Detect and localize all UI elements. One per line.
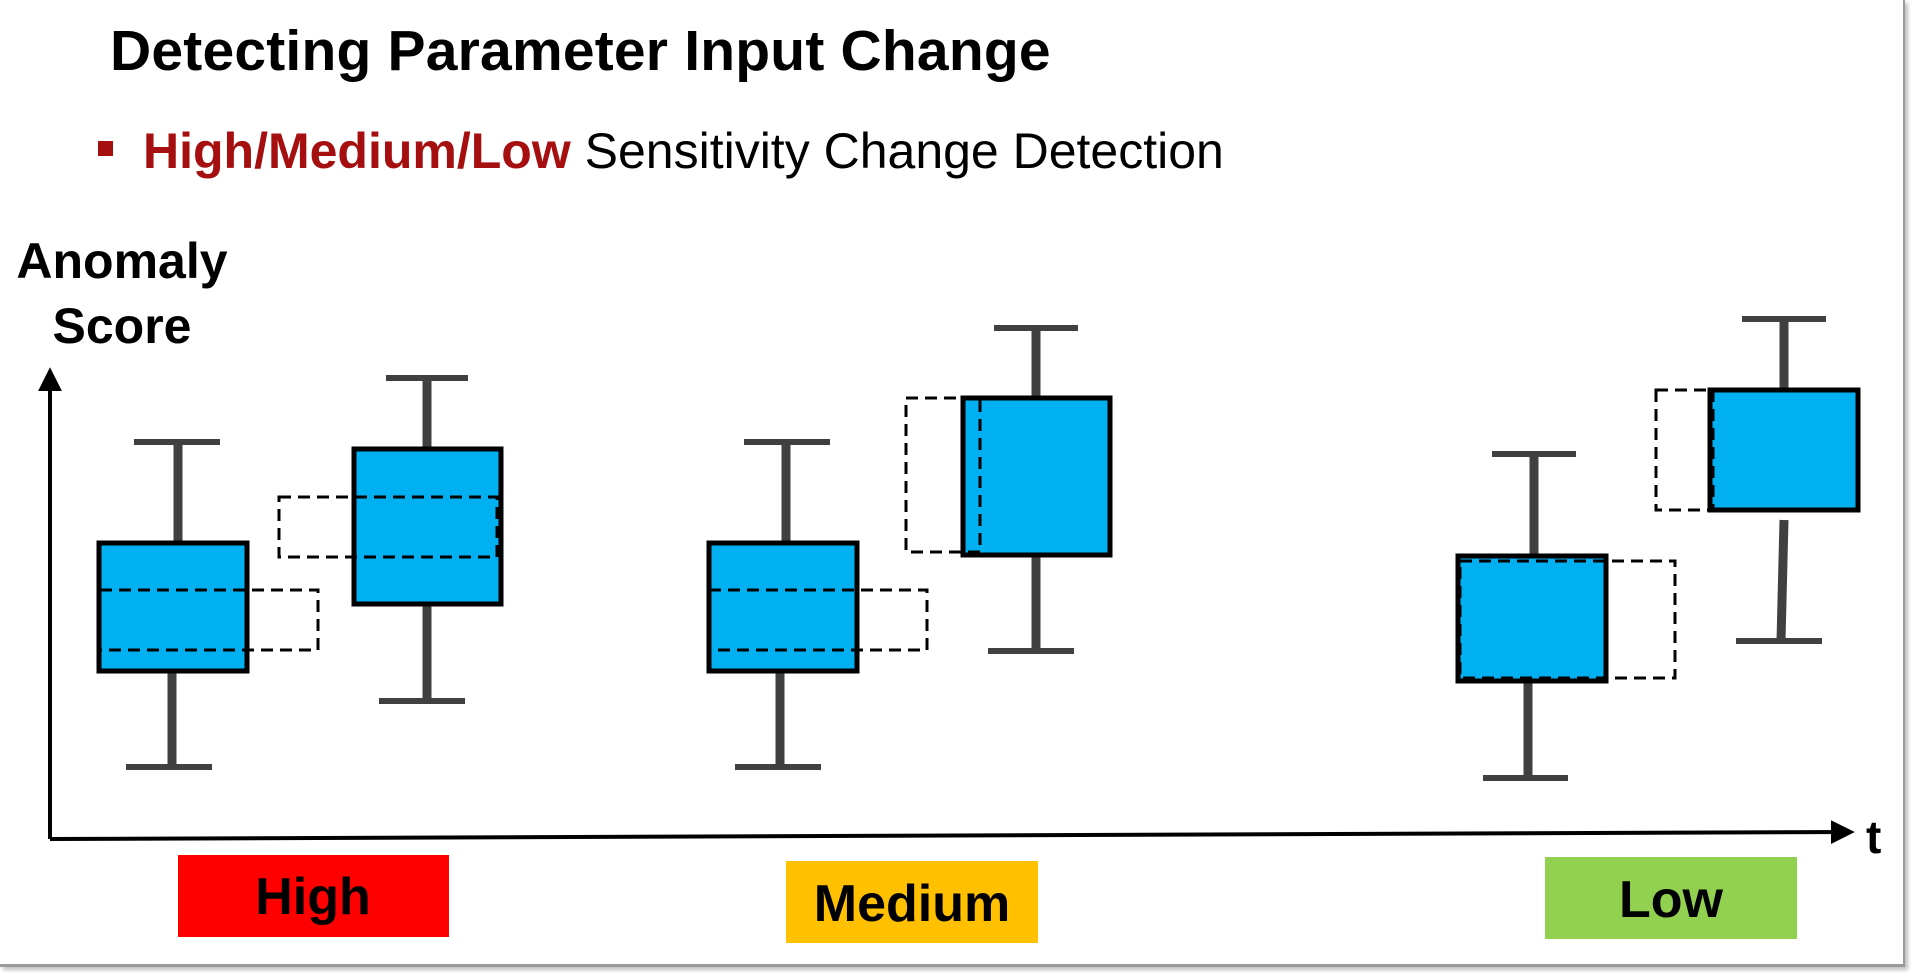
level-label-high-text: High: [255, 868, 371, 926]
iqr-box: [1707, 387, 1861, 513]
subtitle-bullet: High/Medium/Low Sensitivity Change Detec…: [98, 122, 1224, 180]
medium-box-after: [960, 325, 1113, 654]
x-axis: [49, 820, 1855, 845]
square-bullet-icon: [98, 141, 113, 156]
medium-dashed-reference-1: [707, 588, 929, 652]
y-axis-label-line2: Score: [53, 298, 192, 354]
whisker-bottom: [1776, 519, 1789, 642]
low-dashed-reference-1: [1458, 559, 1677, 680]
medium-box-before: [706, 439, 860, 770]
low-dashed-reference-2: [1654, 388, 1715, 512]
low-box-after: [1707, 316, 1861, 644]
subtitle-rest: Sensitivity Change Detection: [570, 123, 1224, 179]
x-axis-label: t: [1866, 811, 1881, 863]
level-label-medium: Medium: [786, 861, 1038, 943]
subtitle-highlight: High/Medium/Low: [143, 123, 571, 179]
low-box-before: [1455, 451, 1609, 781]
high-dashed-reference-2: [277, 495, 499, 559]
y-axis-label-line1: Anomaly: [16, 233, 227, 289]
level-label-low-bg: [1545, 857, 1797, 939]
iqr-box: [351, 446, 504, 607]
level-label-low-text: Low: [1619, 871, 1724, 929]
level-label-medium-text: Medium: [814, 875, 1010, 933]
iqr-box: [96, 540, 250, 674]
iqr-box: [706, 540, 860, 674]
high-box-after: [351, 375, 504, 704]
level-label-low: Low: [1545, 857, 1797, 939]
level-label-medium-bg: [786, 861, 1038, 943]
high-box-before: [96, 439, 250, 770]
level-label-high-bg: [178, 855, 449, 937]
slide-title: Detecting Parameter Input Change: [110, 19, 1051, 83]
level-label-high: High: [178, 855, 449, 937]
iqr-box: [1455, 553, 1609, 684]
high-dashed-reference-1: [98, 588, 320, 652]
iqr-box: [960, 395, 1113, 558]
